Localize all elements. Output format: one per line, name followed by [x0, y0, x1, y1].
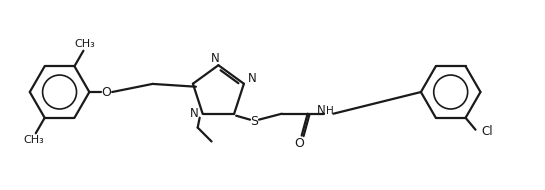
Text: N: N [190, 107, 199, 120]
Text: CH₃: CH₃ [23, 135, 44, 145]
Text: N: N [247, 72, 256, 85]
Text: H: H [325, 106, 334, 116]
Text: Cl: Cl [481, 125, 493, 138]
Text: N: N [317, 104, 325, 117]
Text: N: N [211, 52, 220, 65]
Text: O: O [295, 137, 305, 150]
Text: O: O [101, 86, 111, 99]
Text: CH₃: CH₃ [74, 39, 95, 49]
Text: S: S [250, 115, 258, 128]
